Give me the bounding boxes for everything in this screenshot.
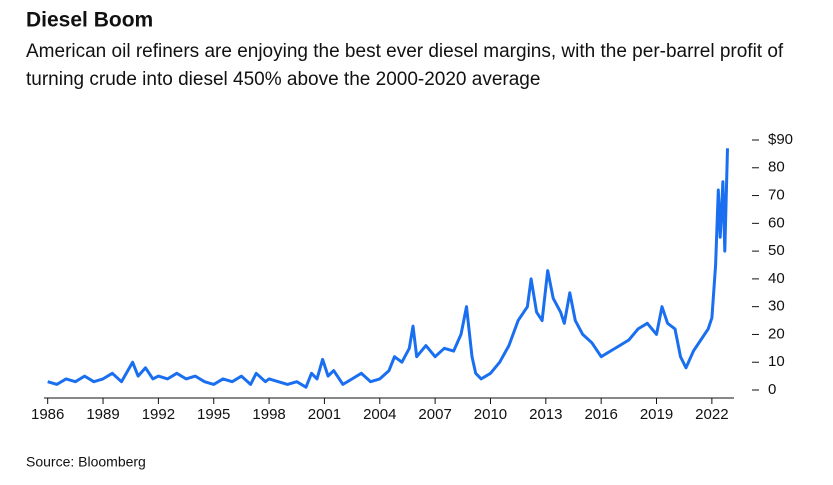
- chart-title: Diesel Boom: [26, 9, 153, 32]
- x-tick-label: 1986: [31, 406, 64, 423]
- x-tick-label: 2019: [640, 406, 673, 423]
- x-tick-label: 2022: [695, 406, 728, 423]
- x-tick-label: 2016: [584, 406, 617, 423]
- y-tick-label: 40: [768, 270, 785, 287]
- x-tick-label: 2007: [418, 406, 451, 423]
- y-tick-label: 30: [768, 298, 785, 315]
- y-tick-label: 50: [768, 242, 785, 259]
- chart-subtitle: American oil refiners are enjoying the b…: [26, 41, 784, 90]
- y-tick-label: 70: [768, 187, 785, 204]
- x-tick-label: 2010: [474, 406, 507, 423]
- x-tick-label: 1989: [86, 406, 119, 423]
- y-tick-label: 20: [768, 325, 785, 342]
- x-tick-label: 2001: [308, 406, 341, 423]
- y-tick-label: 80: [768, 159, 785, 176]
- x-tick-label: 1995: [197, 406, 230, 423]
- x-tick-label: 1992: [142, 406, 175, 423]
- y-tick-label: 60: [768, 214, 785, 231]
- y-tick-label: $90: [768, 131, 793, 148]
- x-tick-label: 2004: [363, 406, 396, 423]
- y-tick-label: 10: [768, 353, 785, 370]
- x-tick-label: 2013: [529, 406, 562, 423]
- y-tick-label: 0: [768, 381, 776, 398]
- source: Source: Bloomberg: [26, 454, 146, 470]
- x-tick-label: 1998: [252, 406, 285, 423]
- subtitle-box: American oil refiners are enjoying the b…: [26, 41, 784, 90]
- line-series: [47, 148, 729, 389]
